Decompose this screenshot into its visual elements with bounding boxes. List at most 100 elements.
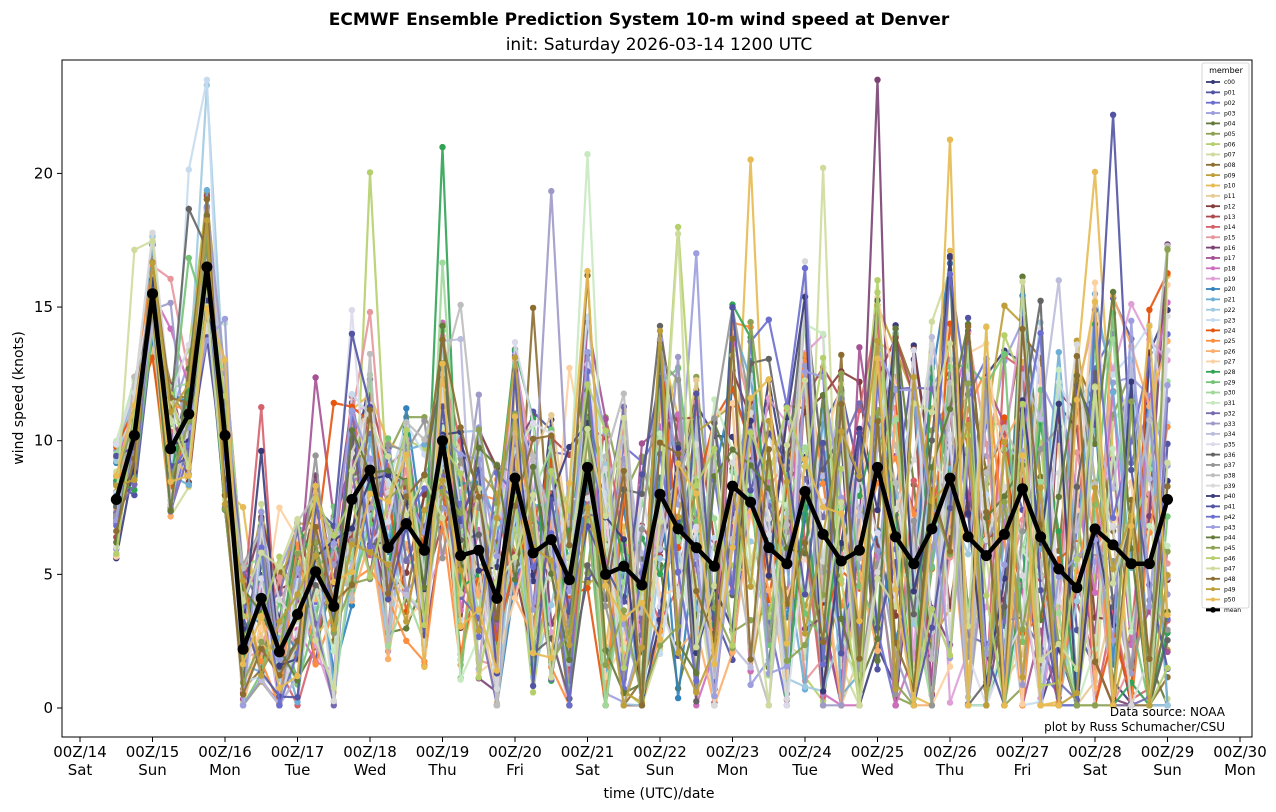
point-p47 — [312, 637, 319, 644]
legend-marker — [1211, 380, 1215, 385]
point-p26 — [729, 649, 736, 656]
point-p42 — [765, 316, 772, 323]
point-p31 — [656, 430, 664, 437]
legend-marker — [1211, 390, 1215, 395]
point-p43 — [493, 552, 501, 560]
point-p39 — [1055, 469, 1063, 477]
legend-marker — [1211, 276, 1215, 281]
point-p50 — [312, 482, 319, 490]
legend-marker — [1211, 142, 1215, 147]
point-p03 — [747, 681, 754, 688]
point-p36 — [584, 562, 591, 569]
point-p33 — [1128, 670, 1135, 677]
point-p47 — [276, 563, 283, 570]
point-p46 — [1019, 400, 1026, 408]
legend-item-p38: p38 — [1206, 473, 1236, 480]
point-p49 — [403, 618, 410, 625]
point-p50 — [203, 305, 211, 312]
point-mean — [346, 494, 358, 505]
point-p48 — [674, 450, 682, 458]
point-p50 — [602, 582, 609, 589]
legend-item-p34: p34 — [1206, 431, 1236, 438]
point-p50 — [366, 490, 374, 497]
point-p49 — [1146, 702, 1153, 709]
point-p47 — [838, 499, 845, 506]
point-p38 — [384, 636, 392, 643]
point-p28 — [656, 570, 664, 578]
legend-label: p41 — [1224, 504, 1236, 511]
point-p43 — [276, 656, 283, 663]
point-p50 — [693, 490, 700, 497]
point-p35 — [946, 431, 954, 438]
point-p44 — [1001, 493, 1008, 500]
point-p35 — [529, 419, 537, 427]
legend-label: p05 — [1224, 131, 1236, 138]
point-p49 — [783, 478, 791, 486]
point-p42 — [819, 661, 827, 668]
point-p36 — [765, 355, 772, 363]
point-p45 — [656, 642, 664, 649]
point-p14 — [258, 404, 265, 411]
point-p41 — [819, 439, 827, 447]
point-p44 — [475, 444, 482, 451]
point-p43 — [348, 407, 356, 414]
legend-label: p44 — [1224, 535, 1236, 542]
point-p29 — [1164, 513, 1171, 520]
point-p46 — [330, 532, 337, 539]
point-p47 — [384, 453, 392, 460]
legend-marker — [1211, 576, 1215, 581]
point-p29 — [185, 254, 192, 262]
point-p47 — [693, 644, 700, 651]
legend-marker — [1211, 224, 1215, 229]
point-mean — [563, 574, 575, 586]
point-p35 — [511, 339, 519, 346]
legend-label: p25 — [1224, 338, 1236, 345]
point-p43 — [711, 692, 718, 700]
point-p44 — [493, 462, 501, 469]
legend-label: p26 — [1224, 348, 1236, 355]
point-p41 — [747, 487, 754, 494]
point-p46 — [946, 652, 954, 659]
point-p44 — [384, 467, 392, 474]
point-p31 — [1146, 522, 1153, 530]
point-p44 — [1091, 440, 1099, 448]
point-p08 — [529, 304, 537, 312]
x-axis-ticks: 00Z/14 Sat 00Z/15 Sun 00Z/16 Mon 00Z/17 Tue 00Z/… — [53, 737, 1267, 779]
point-mean — [926, 523, 938, 535]
point-p49 — [674, 649, 682, 656]
point-p46 — [874, 289, 881, 296]
point-p47 — [548, 674, 555, 681]
legend-item-p50: p50 — [1206, 597, 1236, 604]
point-p48 — [1019, 325, 1026, 333]
legend-marker — [1211, 152, 1215, 157]
point-p21 — [1055, 349, 1063, 356]
point-p17 — [856, 344, 863, 351]
point-p34 — [928, 333, 936, 341]
y-axis-ticks: 0 5 10 15 20 — [34, 164, 62, 717]
legend-label: p01 — [1224, 90, 1236, 97]
point-p24 — [584, 584, 591, 592]
legend-label: p04 — [1224, 121, 1236, 128]
point-p42 — [801, 264, 809, 272]
x-tick-label: 00Z/20 Fri — [488, 743, 542, 779]
point-p49 — [838, 428, 845, 435]
legend-label: p38 — [1224, 473, 1236, 480]
point-p44 — [566, 656, 573, 664]
point-p22 — [801, 683, 809, 690]
point-p49 — [475, 627, 482, 634]
point-p29 — [693, 518, 700, 525]
legend-item-p36: p36 — [1206, 452, 1236, 459]
point-p37 — [711, 415, 718, 422]
point-mean — [980, 550, 992, 562]
point-p43 — [1001, 561, 1008, 568]
point-p40 — [529, 577, 537, 585]
point-p40 — [276, 662, 283, 669]
point-p44 — [946, 405, 954, 413]
point-p47 — [131, 246, 138, 253]
point-p06 — [366, 169, 374, 176]
point-p50 — [239, 661, 247, 668]
point-p41 — [838, 650, 845, 657]
point-p43 — [1164, 382, 1171, 389]
legend-label: p21 — [1224, 297, 1236, 304]
point-mean — [437, 435, 448, 447]
